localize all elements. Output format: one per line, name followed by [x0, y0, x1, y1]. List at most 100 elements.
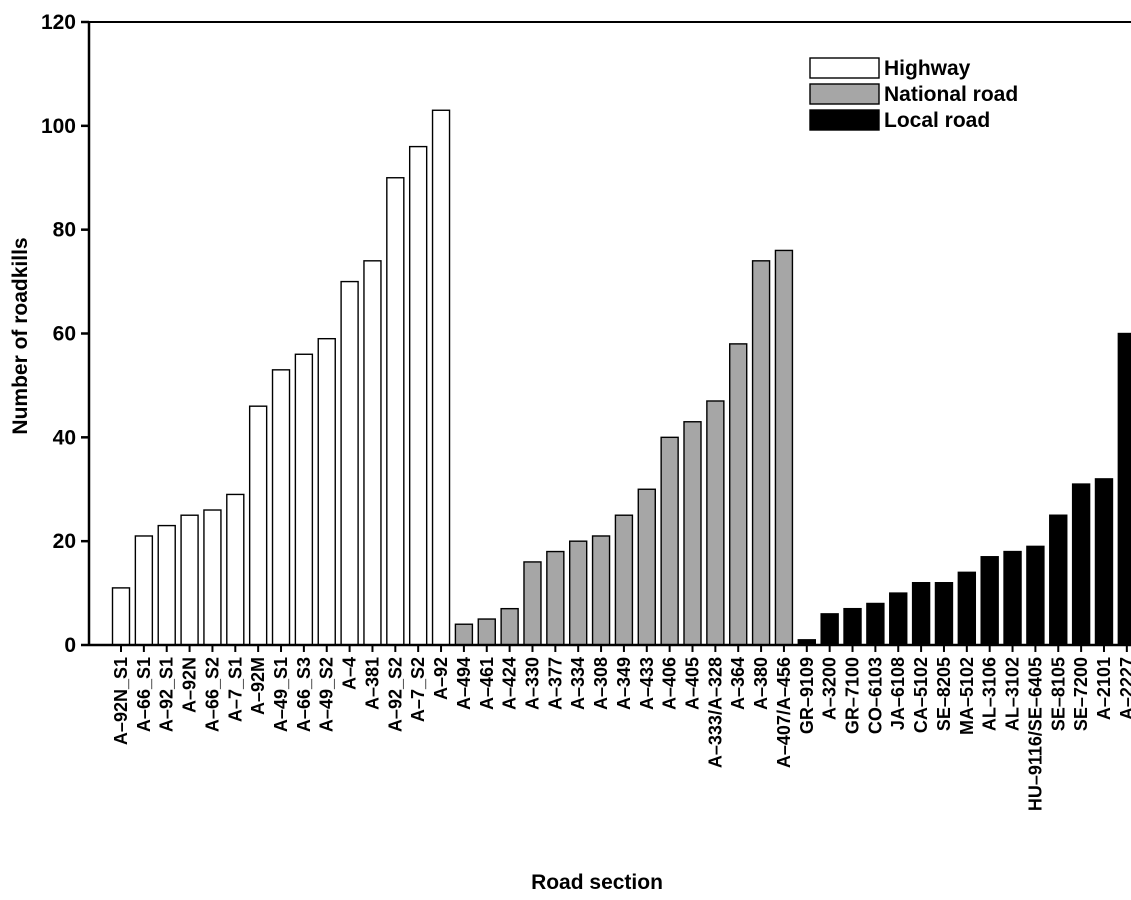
- bar-ja-6108: [889, 592, 908, 646]
- x-tick-label-a-49-s1: A–49_S1: [271, 657, 291, 732]
- x-tick-label-a-308: A–308: [591, 657, 611, 710]
- bar-a-2227: [1117, 332, 1131, 646]
- x-tick-label-a-92: A–92: [431, 657, 451, 700]
- bar-ca-5102: [911, 582, 931, 646]
- bar-a-92-s1: [157, 524, 176, 646]
- x-tick-label-a-333-a-328: A–333/A–328: [705, 657, 725, 768]
- x-tick-label-a-49-s2: A–49_S2: [317, 657, 337, 732]
- legend-swatch-local-road: [809, 109, 880, 131]
- legend: Highway National road Local road: [809, 57, 1018, 132]
- x-tick-label-hu-9116-se-6405: HU–9116/SE–6405: [1025, 657, 1045, 811]
- y-tick-label-80: 80: [53, 219, 76, 242]
- bar-a-334: [569, 540, 588, 646]
- bar-a-92n-s1: [111, 587, 131, 646]
- bar-a-364: [729, 343, 748, 646]
- x-tick-label-al-3102: AL–3102: [1003, 657, 1023, 731]
- x-tick-label-se-8105: SE–8105: [1048, 657, 1068, 731]
- y-tick-label-40: 40: [53, 426, 76, 449]
- bar-a-92m: [248, 405, 268, 646]
- x-tick-label-ja-6108: JA–6108: [888, 657, 908, 730]
- x-tick-label-a-405: A–405: [683, 657, 703, 710]
- y-tick-label-60: 60: [53, 323, 76, 346]
- legend-label-local-road: Local road: [884, 109, 990, 132]
- x-tick-label-a-3200: A–3200: [820, 657, 840, 720]
- axes-layer: [81, 20, 1131, 652]
- bar-a-3200: [820, 613, 839, 646]
- x-tick-label-a-92n-s1: A–92N_S1: [111, 657, 131, 745]
- bar-a-92n: [180, 514, 199, 646]
- x-tick-label-al-3106: AL–3106: [980, 657, 1000, 731]
- x-tick-label-ca-5102: CA–5102: [911, 657, 931, 733]
- x-tick-label-a-380: A–380: [751, 657, 771, 710]
- bars-layer: [111, 109, 1131, 646]
- x-tick-label-a-92-s1: A–92_S1: [157, 657, 177, 732]
- bar-a-380: [751, 260, 771, 646]
- bar-al-3102: [1003, 550, 1022, 646]
- bar-a-66-s3: [294, 353, 314, 646]
- bar-a-377: [546, 550, 565, 646]
- x-tick-label-a-334: A–334: [568, 657, 588, 710]
- x-tick-label-a-66-s1: A–66_S1: [134, 657, 154, 732]
- x-tick-label-a-433: A–433: [637, 657, 657, 710]
- x-tick-label-a-424: A–424: [500, 657, 520, 710]
- legend-label-national-road: National road: [884, 83, 1018, 106]
- bar-a-333-a-328: [706, 400, 725, 646]
- bar-al-3106: [980, 556, 999, 646]
- bar-hu-9116-se-6405: [1026, 545, 1045, 646]
- bar-a-406: [660, 436, 679, 646]
- bar-se-8105: [1049, 514, 1068, 646]
- bar-a-66-s2: [203, 509, 222, 646]
- bar-a-4: [340, 280, 359, 646]
- bar-a-405: [683, 421, 702, 646]
- x-tick-label-a-377: A–377: [545, 657, 565, 710]
- x-tick-label-a-7-s1: A–7_S1: [225, 657, 245, 722]
- x-tick-label-a-92m: A–92M: [248, 657, 268, 715]
- bar-a-330: [523, 561, 542, 646]
- legend-swatch-national-road: [809, 83, 880, 105]
- bar-a-66-s1: [134, 535, 154, 646]
- x-axis-title: Road section: [531, 871, 663, 894]
- bar-a-381: [363, 260, 382, 646]
- bar-se-8205: [934, 582, 954, 646]
- y-tick-label-0: 0: [64, 634, 76, 657]
- x-tick-label-a-407-a-456: A–407/A–456: [774, 657, 794, 768]
- bar-a-7-s1: [226, 493, 245, 646]
- x-tick-label-se-7200: SE–7200: [1071, 657, 1091, 731]
- x-tick-label-a-2101: A–2101: [1094, 657, 1114, 720]
- bar-a-424: [500, 607, 519, 646]
- bar-a-349: [614, 514, 634, 646]
- bar-a-494: [454, 623, 474, 646]
- bar-a-2101: [1094, 478, 1114, 646]
- x-tick-label-co-6103: CO–6103: [865, 657, 885, 734]
- x-tick-label-a-66-s3: A–66_S3: [294, 657, 314, 732]
- bar-a-92-s2: [386, 177, 405, 646]
- x-tick-label-a-330: A–330: [522, 657, 542, 710]
- bar-a-49-s1: [271, 369, 291, 646]
- bar-a-461: [477, 618, 496, 646]
- bar-a-7-s2: [408, 145, 428, 646]
- x-tick-label-a-4: A–4: [340, 657, 360, 690]
- y-axis-title: Number of roadkills: [9, 237, 32, 434]
- x-tick-label-a-92n: A–92N: [180, 657, 200, 713]
- x-tick-label-gr-9109: GR–9109: [797, 657, 817, 734]
- x-tick-label-a-381: A–381: [362, 657, 382, 710]
- bar-a-308: [591, 535, 611, 646]
- y-tick-label-20: 20: [53, 530, 76, 553]
- x-tick-label-se-8205: SE–8205: [934, 657, 954, 731]
- x-tick-label-a-2227: A–2227: [1117, 657, 1131, 720]
- x-tick-label-a-494: A–494: [454, 657, 474, 710]
- x-tick-label-ma-5102: MA–5102: [957, 657, 977, 735]
- bar-a-433: [637, 488, 656, 646]
- bar-gr-7100: [843, 607, 862, 646]
- x-tick-label-a-7-s2: A–7_S2: [408, 657, 428, 722]
- y-tick-label-120: 120: [41, 11, 76, 34]
- bar-co-6103: [866, 602, 885, 646]
- bar-a-407-a-456: [774, 249, 794, 646]
- x-tick-label-a-364: A–364: [728, 657, 748, 710]
- bar-se-7200: [1071, 483, 1091, 646]
- bar-a-49-s2: [317, 337, 336, 646]
- x-tick-label-a-406: A–406: [660, 657, 680, 710]
- legend-label-highway: Highway: [884, 57, 971, 80]
